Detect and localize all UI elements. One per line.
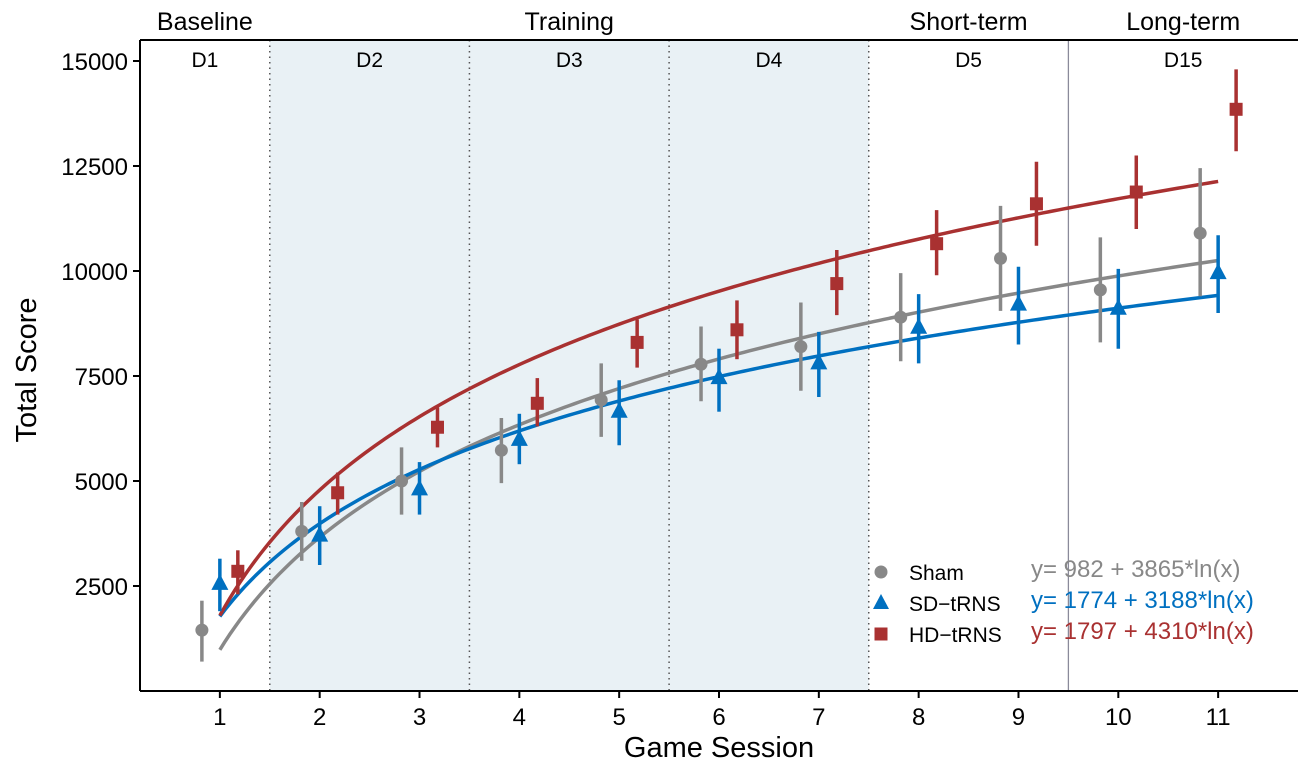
marker-0-9 — [1093, 283, 1107, 297]
marker-0-5 — [694, 357, 708, 371]
marker-2-4 — [630, 335, 644, 349]
x-tick-label-10: 11 — [1206, 704, 1231, 731]
x-tick-label-9: 10 — [1105, 704, 1132, 731]
marker-1-5 — [710, 368, 728, 385]
marker-2-10 — [1229, 102, 1243, 116]
x-tick-label-5: 6 — [712, 704, 725, 731]
x-tick-label-3: 4 — [513, 704, 526, 731]
phase-label-3: Long-term — [1126, 8, 1240, 36]
x-tick-label-0: 1 — [213, 704, 226, 731]
marker-2-3 — [530, 396, 544, 410]
marker-2-7 — [930, 237, 944, 251]
marker-0-2 — [395, 474, 409, 488]
axes: 1 2 3 4 5 6 7 8 9 10 11 2500 5000 7500 10000 12500 15000 — [61, 39, 1298, 731]
data-markers — [195, 102, 1243, 637]
marker-1-4 — [610, 401, 628, 418]
y-tick-label-5: 15000 — [61, 49, 128, 76]
fit-equation-0: y= 982 + 3865*ln(x) — [1031, 556, 1240, 583]
marker-2-8 — [1029, 197, 1043, 211]
marker-0-7 — [894, 310, 908, 324]
y-tick-label-0: 2500 — [75, 574, 128, 601]
day-label-2: D3 — [556, 49, 583, 72]
legend-marker-0 — [874, 565, 888, 579]
y-tick-label-1: 5000 — [75, 469, 128, 496]
day-label-3: D4 — [755, 49, 782, 72]
marker-2-5 — [730, 323, 744, 337]
marker-0-0 — [195, 623, 209, 637]
axis-labels: Game Session Total Score — [11, 297, 814, 764]
marker-1-0 — [211, 573, 229, 590]
day-label-5: D15 — [1164, 49, 1203, 72]
marker-0-10 — [1193, 226, 1207, 240]
marker-1-6 — [810, 353, 828, 370]
marker-2-2 — [430, 420, 444, 434]
marker-0-8 — [994, 251, 1008, 265]
day-label-0: D1 — [191, 49, 218, 72]
y-tick-label-2: 7500 — [75, 364, 128, 391]
x-axis-label: Game Session — [624, 732, 814, 764]
legend-marker-2 — [874, 627, 888, 641]
marker-1-7 — [910, 317, 928, 334]
marker-0-4 — [594, 393, 608, 407]
fit-equation-1: y= 1774 + 3188*ln(x) — [1031, 587, 1254, 614]
legend-marker-1 — [873, 594, 889, 609]
x-tick-label-8: 9 — [1012, 704, 1025, 731]
legend-label-0: Sham — [909, 562, 964, 585]
marker-2-0 — [231, 564, 245, 578]
y-tick-label-3: 10000 — [61, 259, 128, 286]
legend: Sham y= 982 + 3865*ln(x) SD−tRNS y= 1774 + … — [873, 556, 1254, 647]
marker-1-9 — [1109, 298, 1127, 315]
marker-0-1 — [295, 524, 309, 538]
marker-1-1 — [311, 525, 329, 542]
marker-2-1 — [331, 486, 345, 500]
phase-label-0: Baseline — [157, 8, 253, 36]
x-tick-label-7: 8 — [912, 704, 925, 731]
phase-label-2: Short-term — [910, 8, 1028, 36]
x-tick-label-1: 2 — [313, 704, 326, 731]
marker-1-10 — [1209, 263, 1227, 280]
marker-0-6 — [794, 340, 808, 354]
fit-curve-2 — [218, 179, 1219, 617]
marker-1-3 — [510, 429, 528, 446]
phase-divider-lines — [269, 40, 1070, 691]
day-band-1 — [269, 40, 470, 691]
marker-2-9 — [1129, 185, 1143, 199]
legend-label-2: HD−tRNS — [909, 624, 1002, 647]
marker-2-6 — [830, 277, 844, 291]
legend-label-1: SD−tRNS — [909, 593, 1001, 616]
fit-equation-2: y= 1797 + 4310*ln(x) — [1031, 618, 1254, 645]
marker-1-8 — [1009, 294, 1027, 311]
day-label-1: D2 — [356, 49, 383, 72]
marker-1-2 — [411, 479, 429, 496]
day-label-4: D5 — [955, 49, 982, 72]
phase-headers: D1 D2 D3 D4 D5 D15 Baseline Training Short-term L… — [157, 8, 1240, 72]
x-tick-label-2: 3 — [413, 704, 426, 731]
day-band-2 — [469, 40, 670, 691]
y-axis-label: Total Score — [11, 297, 43, 442]
phase-label-1: Training — [525, 8, 614, 36]
x-tick-label-4: 5 — [612, 704, 625, 731]
y-tick-label-4: 12500 — [61, 154, 128, 181]
marker-0-3 — [494, 443, 508, 457]
x-tick-label-6: 7 — [812, 704, 825, 731]
